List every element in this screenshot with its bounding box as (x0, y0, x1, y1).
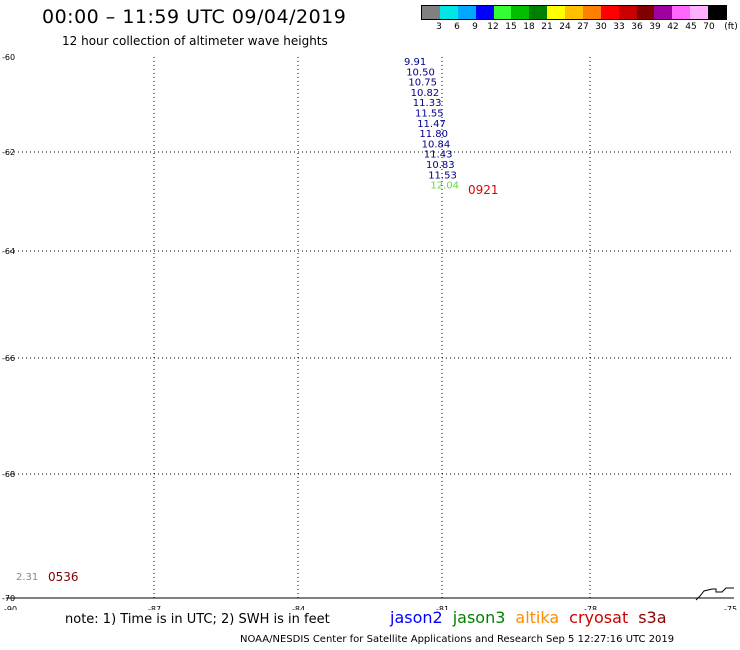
lat-tick-label: -70 (2, 594, 15, 603)
legend-swatch (439, 6, 458, 19)
satellite-jason3: jason3 (452, 608, 506, 627)
legend-swatch (493, 6, 512, 19)
observations: 9.9110.5010.7510.8211.3311.5511.4711.801… (16, 57, 499, 584)
color-scale-legend (421, 5, 727, 20)
lat-tick-label: -64 (2, 247, 15, 256)
lat-tick-label: -66 (2, 354, 15, 363)
satellite-legend: jason2 jason3 altika cryosat s3a (390, 608, 677, 627)
legend-swatch (672, 6, 691, 19)
wave-height-value: 2.31 (16, 572, 38, 583)
legend-label: (ft) (724, 22, 738, 32)
page-subtitle: 12 hour collection of altimeter wave hei… (62, 34, 328, 48)
legend-label: 42 (667, 22, 679, 32)
legend-label: 3 (436, 22, 442, 32)
wave-height-value: 10.75 (408, 78, 437, 89)
lon-tick-label: -90 (4, 605, 17, 610)
legend-swatch (618, 6, 637, 19)
coastline (695, 587, 734, 601)
wave-height-value: 11.33 (413, 98, 442, 109)
legend-label: 39 (649, 22, 661, 32)
lon-tick-label: -84 (292, 605, 305, 610)
legend-swatch (654, 6, 673, 19)
axis-ticks: -60 -62 -64 -66 -68 -70 -90 -87 -84 -81 -78 -75 (2, 53, 737, 610)
wave-height-value: 11.43 (424, 150, 453, 161)
lat-tick-label: -62 (2, 148, 15, 157)
wave-height-value: 11.55 (415, 109, 444, 120)
wave-height-value: 10.50 (406, 67, 435, 78)
legend-swatch (475, 6, 494, 19)
legend-swatch (600, 6, 619, 19)
satellite-jason2: jason2 (390, 608, 443, 627)
legend-label: 45 (685, 22, 697, 32)
lon-tick-label: -87 (148, 605, 161, 610)
legend-label: 9 (472, 22, 478, 32)
legend-label: 24 (559, 22, 571, 32)
legend-swatch (636, 6, 655, 19)
legend-swatch (565, 6, 583, 19)
legend-label: 21 (541, 22, 553, 32)
lat-tick-label: -68 (2, 470, 15, 479)
legend-label: 70 (703, 22, 715, 32)
note-text: note: 1) Time is in UTC; 2) SWH is in fe… (65, 612, 330, 627)
legend-label: 12 (487, 22, 499, 32)
satellite-cryosat: cryosat (569, 608, 629, 627)
legend-swatch (529, 6, 548, 19)
legend-label: 27 (577, 22, 589, 32)
legend-swatch (511, 6, 530, 19)
legend-label: 15 (505, 22, 517, 32)
wave-height-value: 11.80 (419, 129, 448, 140)
legend-swatch (547, 6, 565, 19)
lat-tick-label: -60 (2, 53, 15, 62)
wave-height-value: 12.04 (430, 181, 459, 192)
legend-label: 18 (523, 22, 535, 32)
color-scale-labels: 3 6 9 12 15 18 21 24 27 30 33 36 39 42 45 70 (ft) (421, 22, 740, 34)
pass-time-label: 0921 (468, 183, 499, 197)
legend-label: 6 (454, 22, 460, 32)
lon-tick-label: -75 (724, 605, 737, 610)
legend-swatch (422, 6, 440, 19)
legend-swatch (708, 6, 726, 19)
satellite-s3a: s3a (638, 608, 667, 627)
legend-label: 33 (613, 22, 625, 32)
legend-swatch (690, 6, 708, 19)
lon-tick-label: -78 (584, 605, 597, 610)
legend-swatch (457, 6, 476, 19)
wave-height-value: 11.53 (428, 170, 457, 181)
legend-swatch (582, 6, 601, 19)
wave-height-value: 11.47 (417, 119, 446, 130)
wave-height-value: 10.83 (426, 160, 455, 171)
footer-credit: NOAA/NESDIS Center for Satellite Applica… (240, 634, 675, 645)
page-title: 00:00 – 11:59 UTC 09/04/2019 (42, 6, 347, 28)
wave-height-value: 9.91 (404, 57, 426, 68)
lon-tick-label: -81 (436, 605, 449, 610)
legend-label: 30 (595, 22, 607, 32)
wave-height-value: 10.82 (411, 88, 440, 99)
pass-time-label: 0536 (48, 570, 79, 584)
graticule (6, 57, 734, 599)
legend-label: 36 (631, 22, 643, 32)
wave-height-map: -60 -62 -64 -66 -68 -70 -90 -87 -84 -81 -78 -75 9.9… (2, 53, 737, 610)
satellite-altika: altika (515, 608, 560, 627)
wave-height-value: 10.84 (422, 139, 451, 150)
